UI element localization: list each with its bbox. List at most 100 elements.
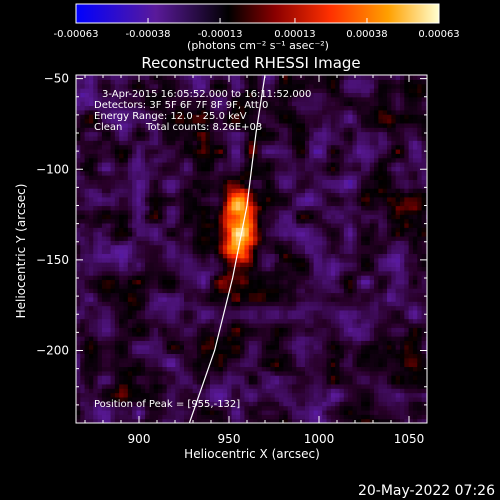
heatmap-cell xyxy=(296,370,302,376)
heatmap-cell xyxy=(296,188,302,194)
heatmap-cell xyxy=(330,357,336,363)
heatmap-cell xyxy=(184,418,189,423)
heatmap-cell xyxy=(136,309,142,315)
heatmap-cell xyxy=(136,131,142,137)
heatmap-cell xyxy=(119,322,125,328)
heatmap-cell xyxy=(335,166,341,172)
heatmap-cell xyxy=(235,270,241,276)
heatmap-cell xyxy=(257,401,263,407)
heatmap-cell xyxy=(153,166,159,172)
heatmap-cell xyxy=(218,196,224,202)
heatmap-cell xyxy=(248,388,254,394)
heatmap-cell xyxy=(171,227,176,233)
heatmap-cell xyxy=(132,296,138,302)
heatmap-cell xyxy=(175,383,181,389)
heatmap-cell xyxy=(153,301,159,307)
heatmap-cell xyxy=(201,201,207,207)
heatmap-cell xyxy=(244,235,250,241)
heatmap-cell xyxy=(184,170,189,176)
heatmap-cell xyxy=(283,148,289,154)
heatmap-cell xyxy=(222,88,228,93)
heatmap-cell xyxy=(335,140,341,146)
heatmap-cell xyxy=(270,122,276,128)
heatmap-cell xyxy=(153,214,159,220)
heatmap-cell xyxy=(153,144,159,150)
heatmap-cell xyxy=(145,231,151,237)
heatmap-cell xyxy=(175,214,181,220)
heatmap-cell xyxy=(84,170,90,176)
heatmap-cell xyxy=(101,249,107,254)
heatmap-cell xyxy=(244,214,250,220)
heatmap-cell xyxy=(300,301,306,307)
heatmap-cell xyxy=(184,266,189,272)
heatmap-cell xyxy=(274,253,280,259)
heatmap-cell xyxy=(283,92,289,98)
heatmap-cell xyxy=(322,222,328,228)
heatmap-cell xyxy=(317,253,323,259)
heatmap-cell xyxy=(296,301,302,307)
heatmap-cell xyxy=(140,75,146,80)
heatmap-cell xyxy=(339,227,345,233)
heatmap-cell xyxy=(214,227,220,233)
heatmap-cell xyxy=(270,253,276,259)
heatmap-cell xyxy=(88,262,94,267)
heatmap-cell xyxy=(343,388,349,394)
heatmap-cell xyxy=(76,75,81,80)
heatmap-cell xyxy=(179,353,185,359)
heatmap-cell xyxy=(248,305,254,311)
heatmap-cell xyxy=(227,183,233,189)
heatmap-cell xyxy=(80,253,86,259)
heatmap-cell xyxy=(93,353,99,359)
heatmap-cell xyxy=(76,175,81,180)
heatmap-cell xyxy=(287,283,293,289)
heatmap-cell xyxy=(106,262,112,267)
heatmap-cell xyxy=(196,148,202,154)
heatmap-cell xyxy=(175,318,181,324)
heatmap-cell xyxy=(218,396,224,402)
heatmap-cell xyxy=(97,349,103,354)
heatmap-cell xyxy=(287,231,293,237)
heatmap-cell xyxy=(84,148,90,154)
heatmap-cell xyxy=(114,301,120,307)
heatmap-cell xyxy=(257,209,263,215)
heatmap-cell xyxy=(309,79,315,85)
heatmap-cell xyxy=(97,362,103,368)
heatmap-cell xyxy=(214,331,220,337)
heatmap-cell xyxy=(158,249,163,254)
heatmap-cell xyxy=(153,396,159,402)
heatmap-cell xyxy=(330,235,336,241)
heatmap-cell xyxy=(205,396,211,402)
heatmap-cell xyxy=(76,235,81,241)
heatmap-cell xyxy=(88,336,94,341)
heatmap-cell xyxy=(205,175,211,180)
heatmap-cell xyxy=(97,270,103,276)
heatmap-cell xyxy=(244,88,250,93)
heatmap-cell xyxy=(114,101,120,107)
heatmap-cell xyxy=(158,370,163,376)
heatmap-cell xyxy=(244,183,250,189)
heatmap-cell xyxy=(274,83,280,89)
heatmap-cell xyxy=(80,296,86,302)
heatmap-cell xyxy=(158,240,163,246)
heatmap-cell xyxy=(257,96,263,102)
heatmap-cell xyxy=(188,188,194,194)
heatmap-cell xyxy=(343,409,349,415)
heatmap-cell xyxy=(136,262,142,267)
heatmap-cell xyxy=(110,122,116,128)
heatmap-cell xyxy=(257,340,263,346)
heatmap-cell xyxy=(201,270,207,276)
heatmap-cell xyxy=(192,322,198,328)
heatmap-cell xyxy=(140,218,146,224)
heatmap-cell xyxy=(110,175,116,180)
heatmap-cell xyxy=(339,244,345,250)
heatmap-cell xyxy=(257,222,263,228)
heatmap-cell xyxy=(240,288,246,294)
heatmap-cell xyxy=(266,209,271,215)
heatmap-cell xyxy=(166,201,172,207)
heatmap-cell xyxy=(274,418,280,423)
heatmap-cell xyxy=(123,388,129,394)
heatmap-cell xyxy=(171,318,176,324)
heatmap-cell xyxy=(253,305,259,311)
heatmap-cell xyxy=(145,357,151,363)
heatmap-cell xyxy=(283,114,289,120)
